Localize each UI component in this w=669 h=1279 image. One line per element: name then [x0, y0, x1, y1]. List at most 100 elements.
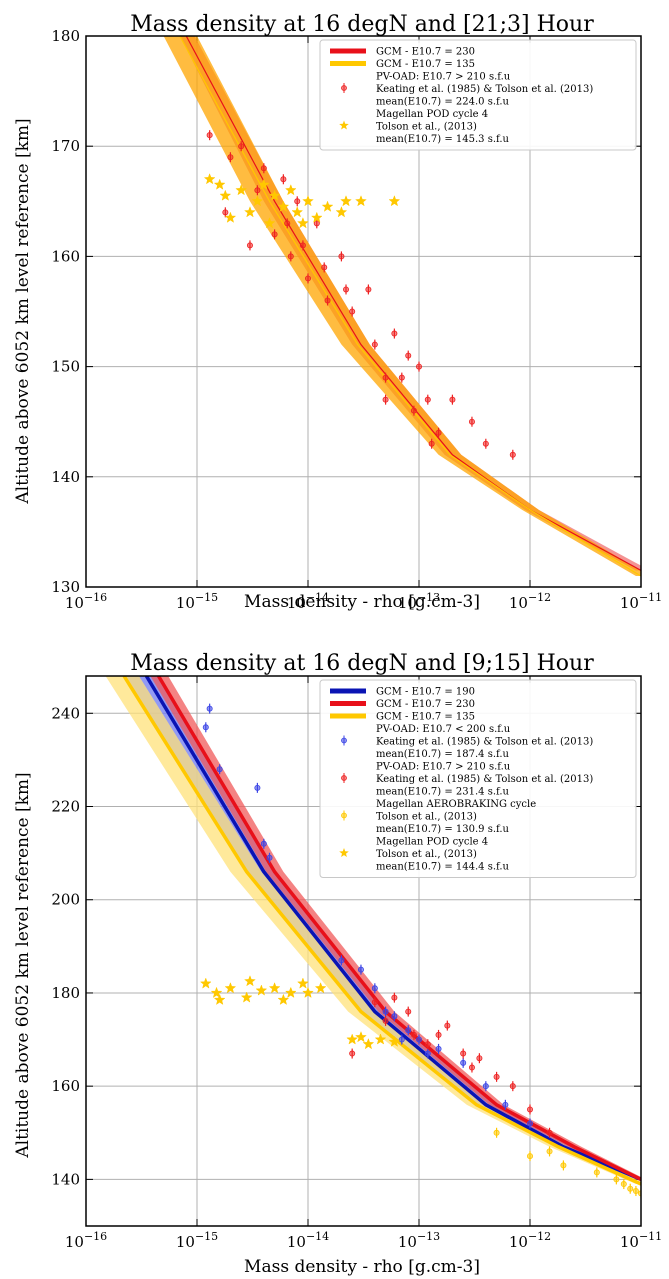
x-tick-label: 10−14 — [287, 1230, 329, 1251]
data-point — [371, 999, 378, 1006]
data-point — [620, 1181, 627, 1188]
legend-subtext: Tolson et al., (2013) — [376, 812, 477, 823]
data-point — [216, 766, 223, 773]
x-tick-label: 10−16 — [65, 1230, 107, 1251]
data-point — [415, 1036, 422, 1043]
data-point — [349, 308, 356, 315]
legend-entry: Magellan POD cycle 4 — [376, 109, 488, 120]
legend-entry: GCM - E10.7 = 135 — [376, 712, 475, 723]
legend-swatch — [341, 85, 347, 91]
star-point — [210, 986, 223, 998]
top-chart: Mass density at 16 degN and [21;3] Hour … — [13, 12, 662, 612]
legend-swatch — [341, 812, 347, 819]
data-point — [482, 1083, 489, 1090]
bottom-chart: Mass density at 16 degN and [9;15] Hour … — [13, 651, 662, 1277]
star-point — [388, 1035, 401, 1047]
data-point — [321, 264, 328, 271]
data-point — [343, 286, 350, 293]
x-tick-label: 10−16 — [65, 591, 107, 612]
data-point — [357, 966, 364, 973]
legend-subtext: mean(E10.7) = 187.4 s.f.u — [376, 749, 510, 760]
data-point — [435, 1031, 442, 1038]
legend-entry: PV-OAD: E10.7 < 200 s.f.u — [376, 724, 511, 735]
x-tick-label: 10−12 — [509, 1230, 551, 1251]
x-tick-label: 10−12 — [509, 591, 551, 612]
data-point — [254, 187, 261, 194]
data-point — [398, 1036, 405, 1043]
data-point — [546, 1129, 553, 1136]
star-point — [314, 982, 327, 994]
legend-box — [319, 679, 637, 878]
legend-subtext: Tolson et al., (2013) — [376, 849, 477, 860]
data-point — [227, 154, 234, 161]
star-point — [244, 975, 256, 987]
legend-box — [319, 39, 637, 151]
data-point — [287, 253, 294, 260]
legend-subtext: mean(E10.7) = 130.9 s.f.u — [376, 824, 510, 835]
star-point — [213, 178, 226, 190]
data-point — [444, 1022, 451, 1029]
y-tick-label: 140 — [51, 1170, 80, 1188]
data-point — [371, 985, 378, 992]
gcm-line — [185, 36, 641, 571]
data-point — [502, 1101, 509, 1108]
data-point — [365, 286, 372, 293]
data-point — [449, 396, 456, 403]
chart-title: Mass density at 16 degN and [9;15] Hour — [130, 651, 594, 676]
x-tick-label: 10−14 — [287, 591, 329, 612]
data-point — [435, 1045, 442, 1052]
legend-swatch — [339, 848, 349, 857]
gcm-line — [144, 676, 641, 1182]
data-point — [493, 1073, 500, 1080]
plot-frame — [85, 35, 642, 588]
data-point — [405, 1008, 412, 1015]
star-point — [284, 184, 297, 196]
data-point — [460, 1059, 467, 1066]
star-point — [297, 217, 309, 229]
x-tick-label: 10−15 — [176, 591, 218, 612]
y-tick-label: 170 — [51, 137, 80, 155]
gcm-band — [105, 676, 641, 1185]
y-tick-label: 160 — [51, 247, 80, 265]
data-point — [299, 242, 306, 249]
data-point — [371, 341, 378, 348]
data-point — [313, 220, 320, 227]
x-tick-label: 10−15 — [176, 1230, 218, 1251]
star-point — [354, 1030, 367, 1043]
star-point — [268, 189, 281, 201]
data-point — [424, 1050, 431, 1057]
data-point — [254, 784, 261, 791]
star-point — [291, 206, 304, 218]
y-tick-label: 160 — [51, 1077, 80, 1095]
star-point — [335, 206, 348, 218]
gcm-line — [179, 36, 641, 577]
data-point — [468, 1064, 475, 1071]
data-point — [260, 165, 267, 172]
star-point — [388, 195, 401, 207]
data-point — [482, 440, 489, 447]
data-point — [627, 1185, 634, 1192]
star-point — [243, 206, 256, 218]
star-point — [199, 977, 212, 989]
legend-entry: GCM - E10.7 = 190 — [376, 687, 475, 698]
data-point — [391, 994, 398, 1001]
data-point — [238, 143, 245, 150]
data-point — [271, 231, 278, 238]
star-point — [374, 1033, 387, 1045]
y-axis-label: Altitude above 6052 km level reference [… — [13, 118, 33, 504]
star-point — [321, 200, 334, 212]
legend-entry: PV-OAD: E10.7 > 210 s.f.u — [376, 72, 511, 83]
data-point — [410, 407, 417, 414]
data-point — [527, 1120, 534, 1127]
star-point — [355, 195, 367, 207]
legend-subtext: Keating et al. (1985) & Tolson et al. (2… — [376, 84, 593, 95]
star-point — [257, 178, 270, 190]
plot-frame — [85, 675, 642, 1227]
data-point — [349, 1050, 356, 1057]
star-point — [235, 184, 248, 196]
star-point — [224, 211, 237, 223]
star-point — [213, 993, 226, 1005]
star-point — [224, 982, 237, 994]
data-point — [593, 1169, 600, 1176]
